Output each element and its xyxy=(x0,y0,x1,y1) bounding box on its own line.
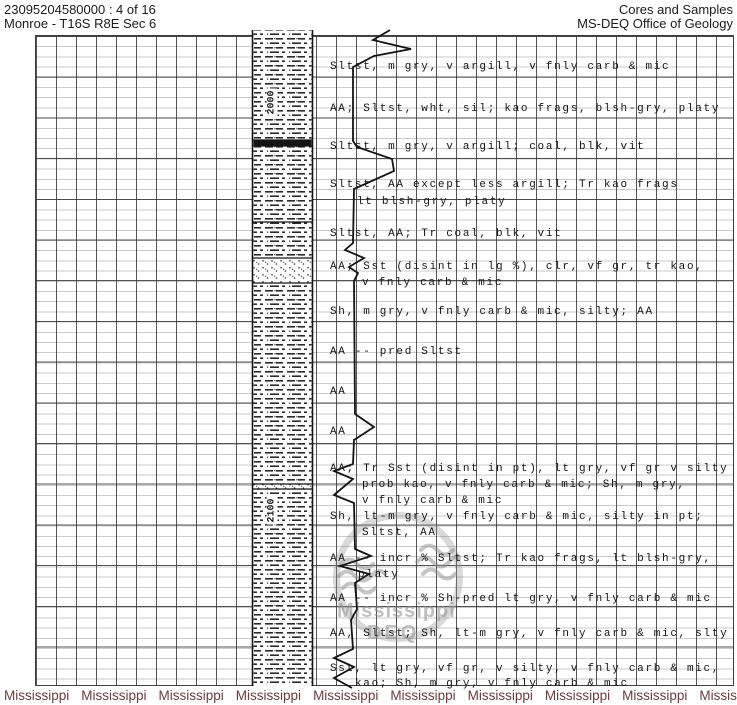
sample-description-line: AA; Sltst, wht, sil; kao frags, blsh-gry… xyxy=(330,103,721,115)
stamp-word-deq: DEQ xyxy=(367,622,420,644)
stamp-waves-icon xyxy=(337,543,461,595)
litho-segment-shale xyxy=(253,283,312,484)
footer-watermark-word: Mississippi xyxy=(4,688,70,703)
litho-segment-shale xyxy=(253,222,312,258)
sample-description-line: AA; Sst (disint in lg %), clr, vf gr, tr… xyxy=(330,261,704,273)
footer-watermark-word: Mississippi xyxy=(544,688,611,703)
litho-segment-sand xyxy=(253,484,312,489)
litho-segment-shale xyxy=(253,489,312,686)
sample-description-line: Sltst, AA xyxy=(362,527,437,539)
litho-segment-shale xyxy=(253,146,312,222)
lithology-column xyxy=(251,30,314,686)
sample-description-line: lt blsh-gry, platy xyxy=(357,196,507,208)
footer-watermark-word: Mississippi xyxy=(235,688,302,703)
sample-description-line: Sltst, m gry, v argill, v fnly carb & mi… xyxy=(330,61,671,73)
sample-description-line: AA -- incr % Sh-pred lt gry, v fnly carb… xyxy=(330,593,712,605)
sample-description-line: platy xyxy=(358,569,400,581)
sample-description-line: Sh, lt-m gry, v fnly carb & mic, silty i… xyxy=(330,511,704,523)
well-location: Monroe - T16S R8E Sec 6 xyxy=(4,16,157,31)
footer-watermark-word: Mississippi xyxy=(158,688,224,703)
deq-stamp-watermark: Mississippi DEQ xyxy=(333,512,465,644)
footer-watermark-word: Mississippi xyxy=(699,688,737,703)
litho-segment-coal xyxy=(253,140,312,146)
sample-description-line: v fnly carb & mic xyxy=(362,495,504,507)
sample-description-line: prob kao, v fnly carb & mic; Sh, m gry, xyxy=(362,479,686,491)
sample-description-line: AA xyxy=(330,426,347,438)
sample-description-line: AA -- incr % Sltst; Tr kao frags, lt bls… xyxy=(330,553,712,565)
document-type: Cores and Samples xyxy=(618,2,733,17)
litho-segment-sand xyxy=(253,258,312,283)
footer-watermark-word: Mississippi xyxy=(622,688,688,703)
issuing-office: MS-DEQ Office of Geology xyxy=(577,16,733,31)
sample-description-line: Sltst, m gry, v argill; coal, blk, vit xyxy=(330,141,646,153)
stamp-circle xyxy=(333,512,463,642)
sample-description-line: v fnly carb & mic xyxy=(362,277,504,289)
footer-watermark-row: Mississippi Mississippi Mississippi Mississ… xyxy=(4,688,737,703)
sample-description-line: Sh, m gry, v fnly carb & mic, silty; AA xyxy=(330,306,654,318)
footer-watermark-word: Mississippi xyxy=(390,688,456,703)
gamma-log-curve xyxy=(331,29,412,689)
sample-description-line: AA; Tr Sst (disint in pt), lt gry, vf gr… xyxy=(330,463,729,475)
sample-description-line: kao; Sh, m gry, v fnly carb & mic xyxy=(355,678,629,690)
sample-description-line: Sltst, AA except less argill; Tr kao fra… xyxy=(330,179,679,191)
sample-description-line: AA, Sltst; Sh, lt-m gry, v fnly carb & m… xyxy=(330,628,729,640)
footer-watermark-word: Mississippi xyxy=(81,688,147,703)
sample-description-line: AA xyxy=(330,386,347,398)
stamp-word-mississippi: Mississippi xyxy=(337,600,456,622)
sample-description-line: Sst, lt gry, vf gr, v silty, v fnly carb… xyxy=(330,663,721,675)
sample-description-line: AA -- pred Sltst xyxy=(330,346,463,358)
footer-watermark-word: Mississippi xyxy=(467,688,533,703)
footer-watermark-word: Mississippi xyxy=(313,688,379,703)
sample-description-line: Sltst, AA; Tr coal, blk, vit xyxy=(330,228,563,240)
well-api-number: 23095204580000 : 4 of 16 xyxy=(4,2,156,17)
litho-segment-shale xyxy=(253,30,312,140)
